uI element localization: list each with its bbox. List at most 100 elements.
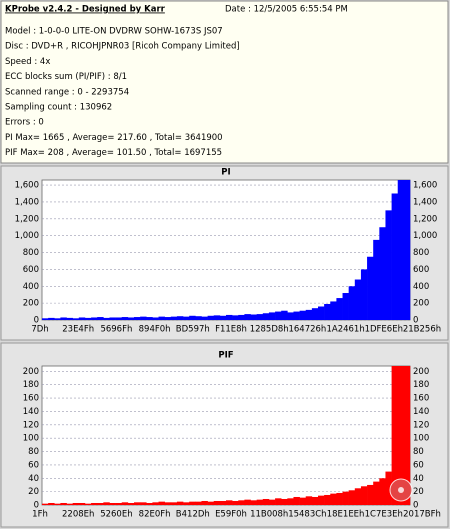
info-line: Scanned range : 0 - 2293754 — [5, 87, 129, 97]
bar — [152, 317, 159, 320]
y-tick-label: 400 — [23, 282, 39, 292]
x-tick-label: 15483Ch — [288, 510, 326, 520]
bar — [330, 493, 337, 505]
bar — [54, 318, 61, 320]
y-tick-label: 180 — [23, 380, 39, 390]
x-tick-label: 1Fh — [32, 510, 48, 520]
info-line: PI Max= 1665 , Average= 217.60 , Total= … — [5, 133, 223, 143]
bar — [226, 314, 233, 320]
bar — [256, 499, 264, 505]
x-tick-label: 1DFE6Eh — [365, 325, 403, 335]
y-tick-label: 1,200 — [15, 214, 39, 224]
bar — [293, 311, 300, 320]
bar — [48, 317, 55, 320]
y2-tick-label: 140 — [413, 407, 429, 417]
y-tick-label: 800 — [23, 248, 39, 258]
bar — [103, 502, 110, 505]
x-tick-label: BD597h — [176, 325, 210, 335]
bar — [183, 316, 190, 320]
bar — [379, 227, 386, 320]
chart-title: PIF — [218, 351, 233, 361]
bar — [164, 502, 172, 505]
bar — [97, 502, 104, 505]
bar — [115, 317, 123, 320]
bar — [287, 498, 294, 505]
bar — [213, 500, 221, 505]
bar — [158, 316, 165, 320]
bar — [256, 314, 264, 320]
bar — [379, 478, 386, 505]
bar — [287, 312, 294, 320]
bar — [219, 500, 227, 505]
bar — [268, 499, 276, 505]
bar — [232, 315, 239, 320]
bar — [42, 318, 49, 320]
bar — [342, 293, 349, 320]
x-tick-label: F11E8h — [215, 325, 247, 335]
bar — [232, 500, 239, 505]
bar — [60, 317, 67, 320]
y-tick-label: 200 — [23, 367, 39, 377]
y-tick-label: 20 — [28, 487, 39, 497]
y-tick-label: 1,400 — [15, 197, 39, 207]
bar — [183, 502, 190, 505]
y2-tick-label: 400 — [413, 282, 429, 292]
bar — [48, 502, 55, 505]
bar — [195, 501, 202, 505]
bar — [66, 317, 73, 320]
info-line: ECC blocks sum (PI/PIF) : 8/1 — [5, 72, 127, 82]
bar — [189, 315, 196, 320]
bar — [268, 312, 276, 320]
x-tick-label: 11B008h — [250, 510, 288, 520]
bar — [72, 502, 80, 505]
x-tick-label: 7Dh — [31, 325, 48, 335]
info-line: Disc : DVD+R , RICOHJPNR03 [Ricoh Compan… — [5, 42, 240, 52]
bar — [84, 503, 92, 505]
bar — [354, 279, 362, 320]
x-tick-label: 18E1EEh — [327, 510, 365, 520]
bar — [367, 484, 374, 505]
info-line: Model : 1-0-0-0 LITE-ON DVDRW SOHW-1673S… — [5, 27, 223, 37]
bar — [115, 502, 123, 505]
y2-tick-label: 80 — [413, 447, 424, 457]
bar — [84, 317, 92, 320]
bar — [60, 502, 67, 505]
bar — [391, 193, 399, 320]
bar — [91, 317, 98, 320]
y2-tick-label: 1,400 — [413, 197, 437, 207]
x-tick-label: 23E4Fh — [62, 325, 94, 335]
x-tick-label: 5696Fh — [100, 325, 132, 335]
bar — [195, 316, 202, 320]
y2-tick-label: 800 — [413, 248, 429, 258]
y2-tick-label: 60 — [413, 460, 424, 470]
info-line: Errors : 0 — [5, 118, 44, 128]
bar — [226, 500, 233, 505]
x-tick-label: E59F0h — [215, 510, 247, 520]
bar — [146, 502, 153, 505]
y2-tick-label: 180 — [413, 380, 429, 390]
y-tick-label: 80 — [28, 447, 39, 457]
bar — [336, 298, 343, 320]
x-tick-label: 1C7E3Eh — [365, 510, 403, 520]
x-tick-label: 2208Eh — [62, 510, 94, 520]
bar — [324, 303, 331, 320]
bar — [72, 318, 80, 320]
bar — [140, 502, 147, 505]
bar — [348, 490, 356, 505]
bar — [201, 500, 208, 505]
bar — [397, 180, 405, 320]
bar — [385, 210, 392, 320]
bar — [293, 496, 300, 505]
y2-tick-label: 160 — [413, 394, 429, 404]
bar — [354, 488, 362, 505]
y-tick-label: 600 — [23, 265, 39, 275]
bar — [311, 308, 319, 320]
bar — [403, 366, 411, 505]
bar — [170, 502, 178, 505]
bar — [103, 317, 110, 320]
y2-tick-label: 20 — [413, 487, 424, 497]
bar — [244, 314, 251, 320]
y-tick-label: 0 — [34, 316, 39, 326]
bar — [152, 502, 159, 505]
x-tick-label: B412Dh — [176, 510, 210, 520]
